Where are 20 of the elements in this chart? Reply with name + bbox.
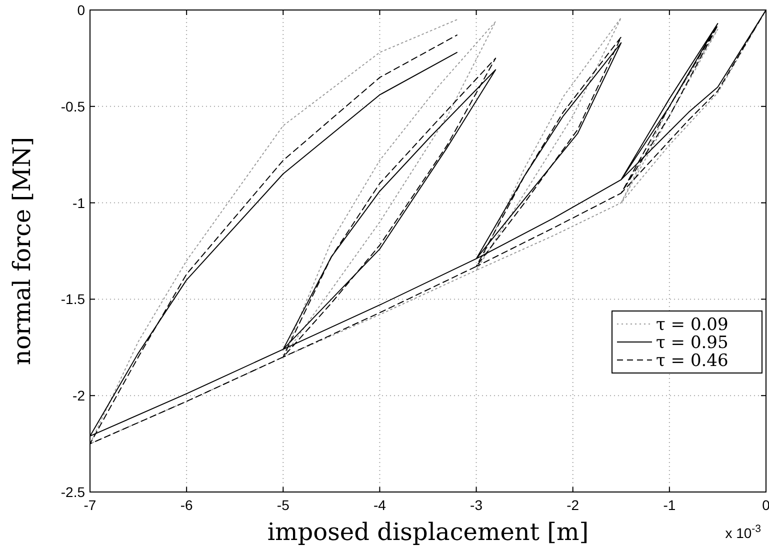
y-tick-label: 0 (77, 2, 86, 18)
legend-label: τ = 0.09 (656, 315, 728, 335)
x-axis-title: imposed displacement [m] (267, 518, 589, 546)
y-tick-label: -1.5 (60, 291, 86, 308)
x-tick-label: -4 (373, 497, 386, 513)
x-tick-label: -2 (566, 497, 580, 513)
y-tick-label: -2.5 (60, 484, 86, 500)
y-tick-label: -1 (72, 194, 86, 211)
x-tick-label: -5 (276, 497, 290, 513)
y-tick-label: -0.5 (60, 98, 86, 114)
x-tick-label: -7 (84, 497, 96, 513)
text: x 10$^{-3}$ (725, 523, 762, 541)
x-tick-label: -6 (180, 497, 194, 513)
y-axis-title: normal force [MN] (8, 136, 36, 366)
y-tick-label: -2 (72, 388, 86, 404)
legend-label: τ = 0.46 (656, 351, 728, 371)
x-tick-label: -3 (470, 497, 483, 513)
x-tick-label: 0 (762, 497, 769, 513)
x-tick-label: -1 (663, 497, 676, 513)
legend-label: τ = 0.95 (656, 333, 728, 353)
